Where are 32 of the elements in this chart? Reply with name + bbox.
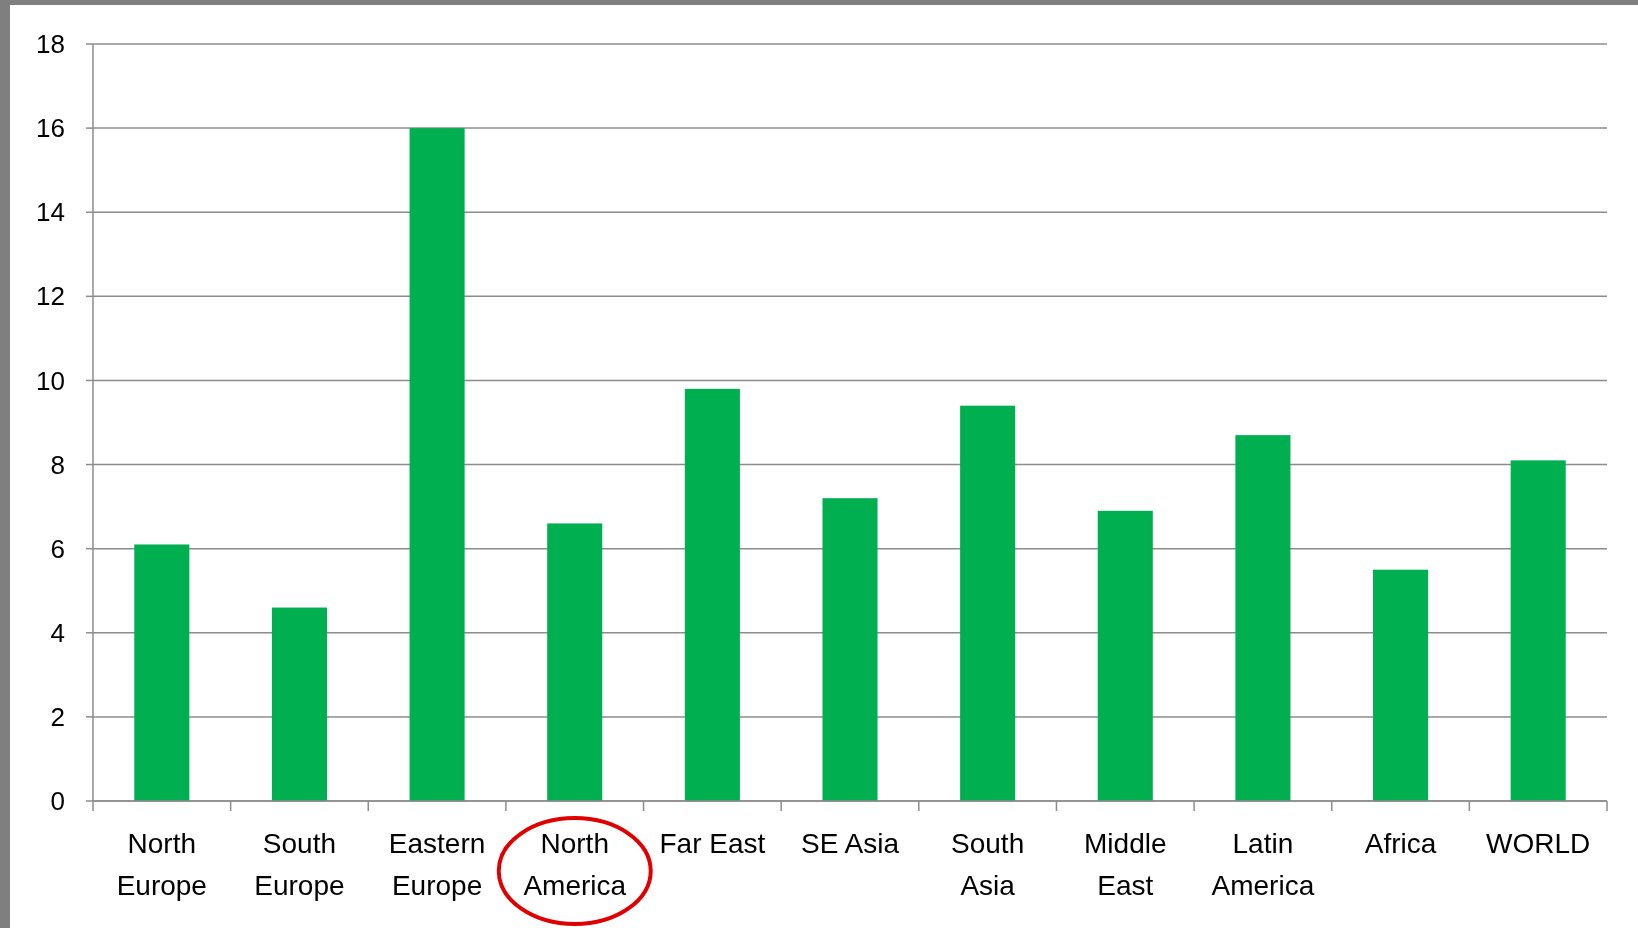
y-tick-label: 0 <box>50 786 65 817</box>
y-tick-label: 18 <box>36 29 65 60</box>
x-tick-label: North America <box>523 828 627 901</box>
bar <box>1510 460 1566 801</box>
y-tick-label: 14 <box>36 197 65 228</box>
bar <box>1373 569 1429 801</box>
y-tick-label: 6 <box>50 533 65 564</box>
x-tick-label: WORLD <box>1486 828 1591 859</box>
x-tick-label: Africa <box>1364 828 1437 859</box>
x-tick-label: North Europe <box>116 828 207 901</box>
bar <box>684 388 740 801</box>
y-tick-label: 8 <box>50 449 65 480</box>
y-tick-label: 16 <box>36 113 65 144</box>
y-tick-label: 10 <box>36 365 65 396</box>
bar <box>1097 510 1153 801</box>
y-tick-label: 2 <box>50 701 65 732</box>
x-tick-label: SE Asia <box>800 828 900 859</box>
x-tick-label: Eastern Europe <box>388 828 486 901</box>
bar <box>822 498 878 801</box>
y-tick-label: 12 <box>36 281 65 312</box>
x-tick-label: South Asia <box>951 828 1025 901</box>
bar <box>1235 435 1291 801</box>
bar <box>409 128 465 801</box>
x-tick-label: Latin America <box>1211 828 1315 901</box>
x-tick-label: Middle East <box>1084 828 1167 901</box>
bar <box>271 607 327 801</box>
bar <box>134 544 190 801</box>
x-tick-label: South Europe <box>254 828 345 901</box>
bar <box>547 523 603 801</box>
y-tick-label: 4 <box>50 617 65 648</box>
bar <box>960 405 1016 801</box>
x-tick-label: Far East <box>659 828 766 859</box>
